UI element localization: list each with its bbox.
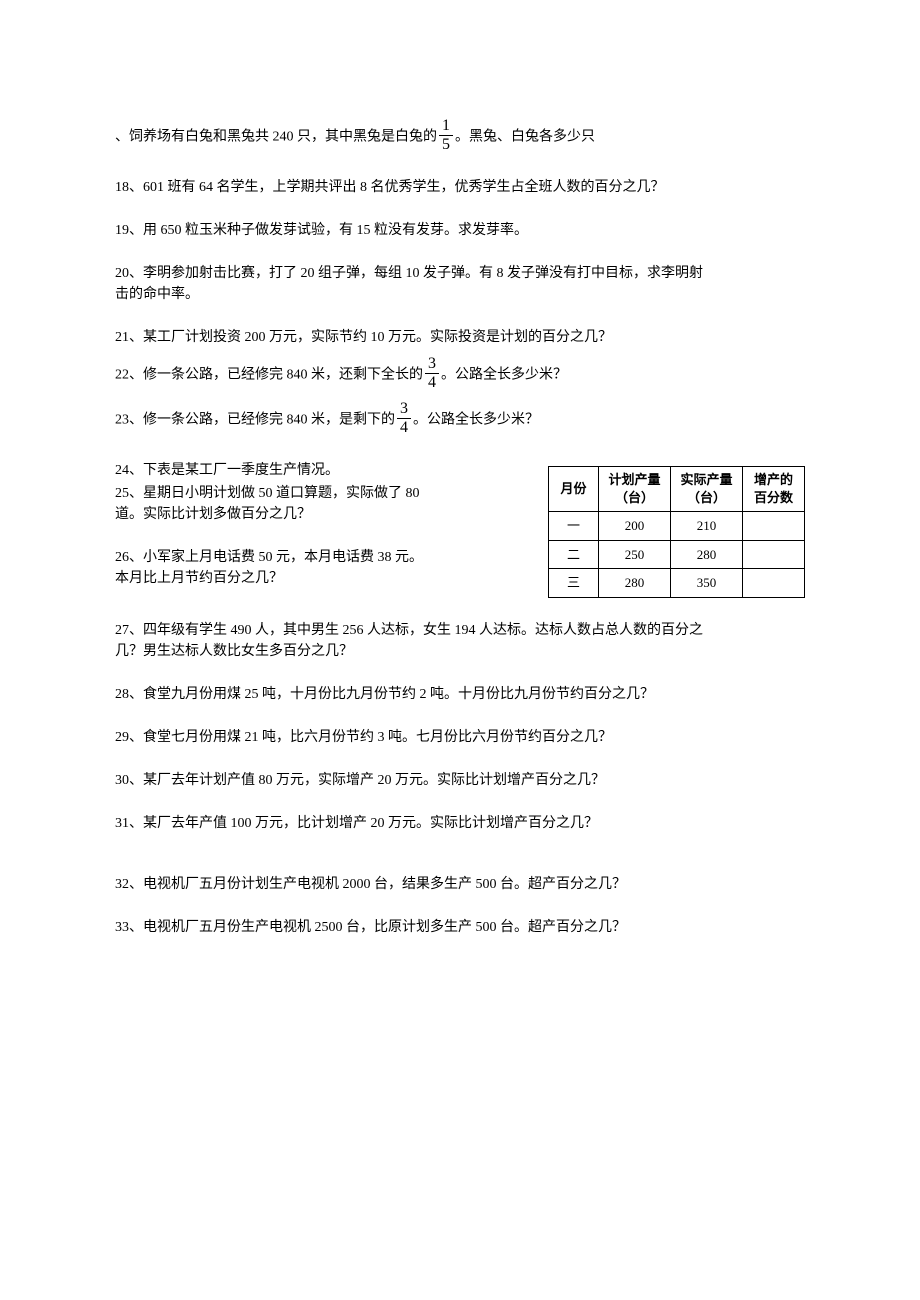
problem-text: 20、李明参加射击比赛，打了 20 组子弹，每组 10 发子弹。有 8 发子弹没… bbox=[115, 263, 805, 284]
cell-pct bbox=[743, 540, 805, 569]
cell-actual: 210 bbox=[671, 512, 743, 541]
problem-text: 。公路全长多少米？ bbox=[441, 368, 567, 383]
col-header-month: 月份 bbox=[549, 467, 599, 512]
left-column: 24、下表是某工厂一季度生产情况。 25、星期日小明计划做 50 道口算题，实际… bbox=[115, 460, 528, 589]
problem-21: 21、某工厂计划投资 200 万元，实际节约 10 万元。实际投资是计划的百分之… bbox=[115, 327, 805, 348]
cell-plan: 250 bbox=[599, 540, 671, 569]
problem-text: 24、下表是某工厂一季度生产情况。 bbox=[115, 463, 339, 478]
problem-text: 击的命中率。 bbox=[115, 284, 805, 305]
problem-text: 道。实际比计划多做百分之几？ bbox=[115, 504, 528, 525]
cell-pct bbox=[743, 512, 805, 541]
cell-pct bbox=[743, 569, 805, 598]
cell-plan: 200 bbox=[599, 512, 671, 541]
problem-text: 21、某工厂计划投资 200 万元，实际节约 10 万元。实际投资是计划的百分之… bbox=[115, 330, 612, 345]
problem-text: 几？男生达标人数比女生多百分之几？ bbox=[115, 641, 805, 662]
table-row: 二 250 280 bbox=[549, 540, 805, 569]
cell-month: 二 bbox=[549, 540, 599, 569]
numerator: 3 bbox=[425, 356, 439, 374]
header-text: （台） bbox=[605, 489, 664, 507]
problems-with-table: 24、下表是某工厂一季度生产情况。 25、星期日小明计划做 50 道口算题，实际… bbox=[115, 460, 805, 598]
problem-text: 。公路全长多少米？ bbox=[413, 413, 539, 428]
header-text: 月份 bbox=[555, 480, 592, 498]
denominator: 4 bbox=[425, 374, 439, 391]
problem-text: 19、用 650 粒玉米种子做发芽试验，有 15 粒没有发芽。求发芽率。 bbox=[115, 223, 528, 238]
numerator: 1 bbox=[439, 118, 453, 136]
problem-text: 。黑兔、白兔各多少只 bbox=[455, 130, 595, 145]
col-header-pct: 增产的百分数 bbox=[743, 467, 805, 512]
cell-plan: 280 bbox=[599, 569, 671, 598]
problem-18: 18、601 班有 64 名学生，上学期共评出 8 名优秀学生，优秀学生占全班人… bbox=[115, 177, 805, 198]
problem-20: 20、李明参加射击比赛，打了 20 组子弹，每组 10 发子弹。有 8 发子弹没… bbox=[115, 263, 805, 305]
cell-month: 一 bbox=[549, 512, 599, 541]
problem-33: 33、电视机厂五月份生产电视机 2500 台，比原计划多生产 500 台。超产百… bbox=[115, 917, 805, 938]
header-text: 增产的 bbox=[749, 471, 798, 489]
problem-text: 28、食堂九月份用煤 25 吨，十月份比九月份节约 2 吨。十月份比九月份节约百… bbox=[115, 687, 654, 702]
header-text: （台） bbox=[677, 489, 736, 507]
col-header-actual: 实际产量（台） bbox=[671, 467, 743, 512]
problem-28: 28、食堂九月份用煤 25 吨，十月份比九月份节约 2 吨。十月份比九月份节约百… bbox=[115, 684, 805, 705]
denominator: 4 bbox=[397, 419, 411, 436]
problem-text: 本月比上月节约百分之几？ bbox=[115, 568, 528, 589]
cell-actual: 350 bbox=[671, 569, 743, 598]
problem-24: 24、下表是某工厂一季度生产情况。 bbox=[115, 460, 528, 481]
fraction: 34 bbox=[425, 356, 439, 391]
production-table: 月份 计划产量（台） 实际产量（台） 增产的百分数 一 200 210 二 25… bbox=[548, 466, 805, 598]
problem-17: 、饲养场有白兔和黑兔共 240 只，其中黑兔是白兔的15。黑兔、白兔各多少只 bbox=[115, 120, 805, 155]
problem-text: 26、小军家上月电话费 50 元，本月电话费 38 元。 bbox=[115, 547, 528, 568]
problem-text: 29、食堂七月份用煤 21 吨，比六月份节约 3 吨。七月份比六月份节约百分之几… bbox=[115, 730, 612, 745]
problem-text: 33、电视机厂五月份生产电视机 2500 台，比原计划多生产 500 台。超产百… bbox=[115, 920, 626, 935]
problem-text: 25、星期日小明计划做 50 道口算题，实际做了 80 bbox=[115, 483, 528, 504]
fraction: 34 bbox=[397, 401, 411, 436]
problem-22: 22、修一条公路，已经修完 840 米，还剩下全长的34。公路全长多少米？ bbox=[115, 358, 805, 393]
cell-month: 三 bbox=[549, 569, 599, 598]
denominator: 5 bbox=[439, 136, 453, 153]
fraction: 15 bbox=[439, 118, 453, 153]
problem-text: 31、某厂去年产值 100 万元，比计划增产 20 万元。实际比计划增产百分之几… bbox=[115, 816, 598, 831]
cell-actual: 280 bbox=[671, 540, 743, 569]
problem-29: 29、食堂七月份用煤 21 吨，比六月份节约 3 吨。七月份比六月份节约百分之几… bbox=[115, 727, 805, 748]
problem-19: 19、用 650 粒玉米种子做发芽试验，有 15 粒没有发芽。求发芽率。 bbox=[115, 220, 805, 241]
table-header-row: 月份 计划产量（台） 实际产量（台） 增产的百分数 bbox=[549, 467, 805, 512]
problem-32: 32、电视机厂五月份计划生产电视机 2000 台，结果多生产 500 台。超产百… bbox=[115, 874, 805, 895]
table-row: 一 200 210 bbox=[549, 512, 805, 541]
problem-text: 、饲养场有白兔和黑兔共 240 只，其中黑兔是白兔的 bbox=[115, 130, 437, 145]
problem-26: 26、小军家上月电话费 50 元，本月电话费 38 元。 本月比上月节约百分之几… bbox=[115, 547, 528, 589]
problem-text: 23、修一条公路，已经修完 840 米，是剩下的 bbox=[115, 413, 395, 428]
problem-text: 30、某厂去年计划产值 80 万元，实际增产 20 万元。实际比计划增产百分之几… bbox=[115, 773, 605, 788]
problem-25: 25、星期日小明计划做 50 道口算题，实际做了 80 道。实际比计划多做百分之… bbox=[115, 483, 528, 525]
col-header-plan: 计划产量（台） bbox=[599, 467, 671, 512]
problem-text: 18、601 班有 64 名学生，上学期共评出 8 名优秀学生，优秀学生占全班人… bbox=[115, 180, 665, 195]
numerator: 3 bbox=[397, 401, 411, 419]
problem-31: 31、某厂去年产值 100 万元，比计划增产 20 万元。实际比计划增产百分之几… bbox=[115, 813, 805, 834]
problem-30: 30、某厂去年计划产值 80 万元，实际增产 20 万元。实际比计划增产百分之几… bbox=[115, 770, 805, 791]
problem-text: 27、四年级有学生 490 人，其中男生 256 人达标，女生 194 人达标。… bbox=[115, 620, 805, 641]
problem-23: 23、修一条公路，已经修完 840 米，是剩下的34。公路全长多少米？ bbox=[115, 403, 805, 438]
header-text: 百分数 bbox=[749, 489, 798, 507]
table-row: 三 280 350 bbox=[549, 569, 805, 598]
header-text: 计划产量 bbox=[605, 471, 664, 489]
problem-text: 32、电视机厂五月份计划生产电视机 2000 台，结果多生产 500 台。超产百… bbox=[115, 877, 626, 892]
problem-27: 27、四年级有学生 490 人，其中男生 256 人达标，女生 194 人达标。… bbox=[115, 620, 805, 662]
problem-text: 22、修一条公路，已经修完 840 米，还剩下全长的 bbox=[115, 368, 423, 383]
header-text: 实际产量 bbox=[677, 471, 736, 489]
